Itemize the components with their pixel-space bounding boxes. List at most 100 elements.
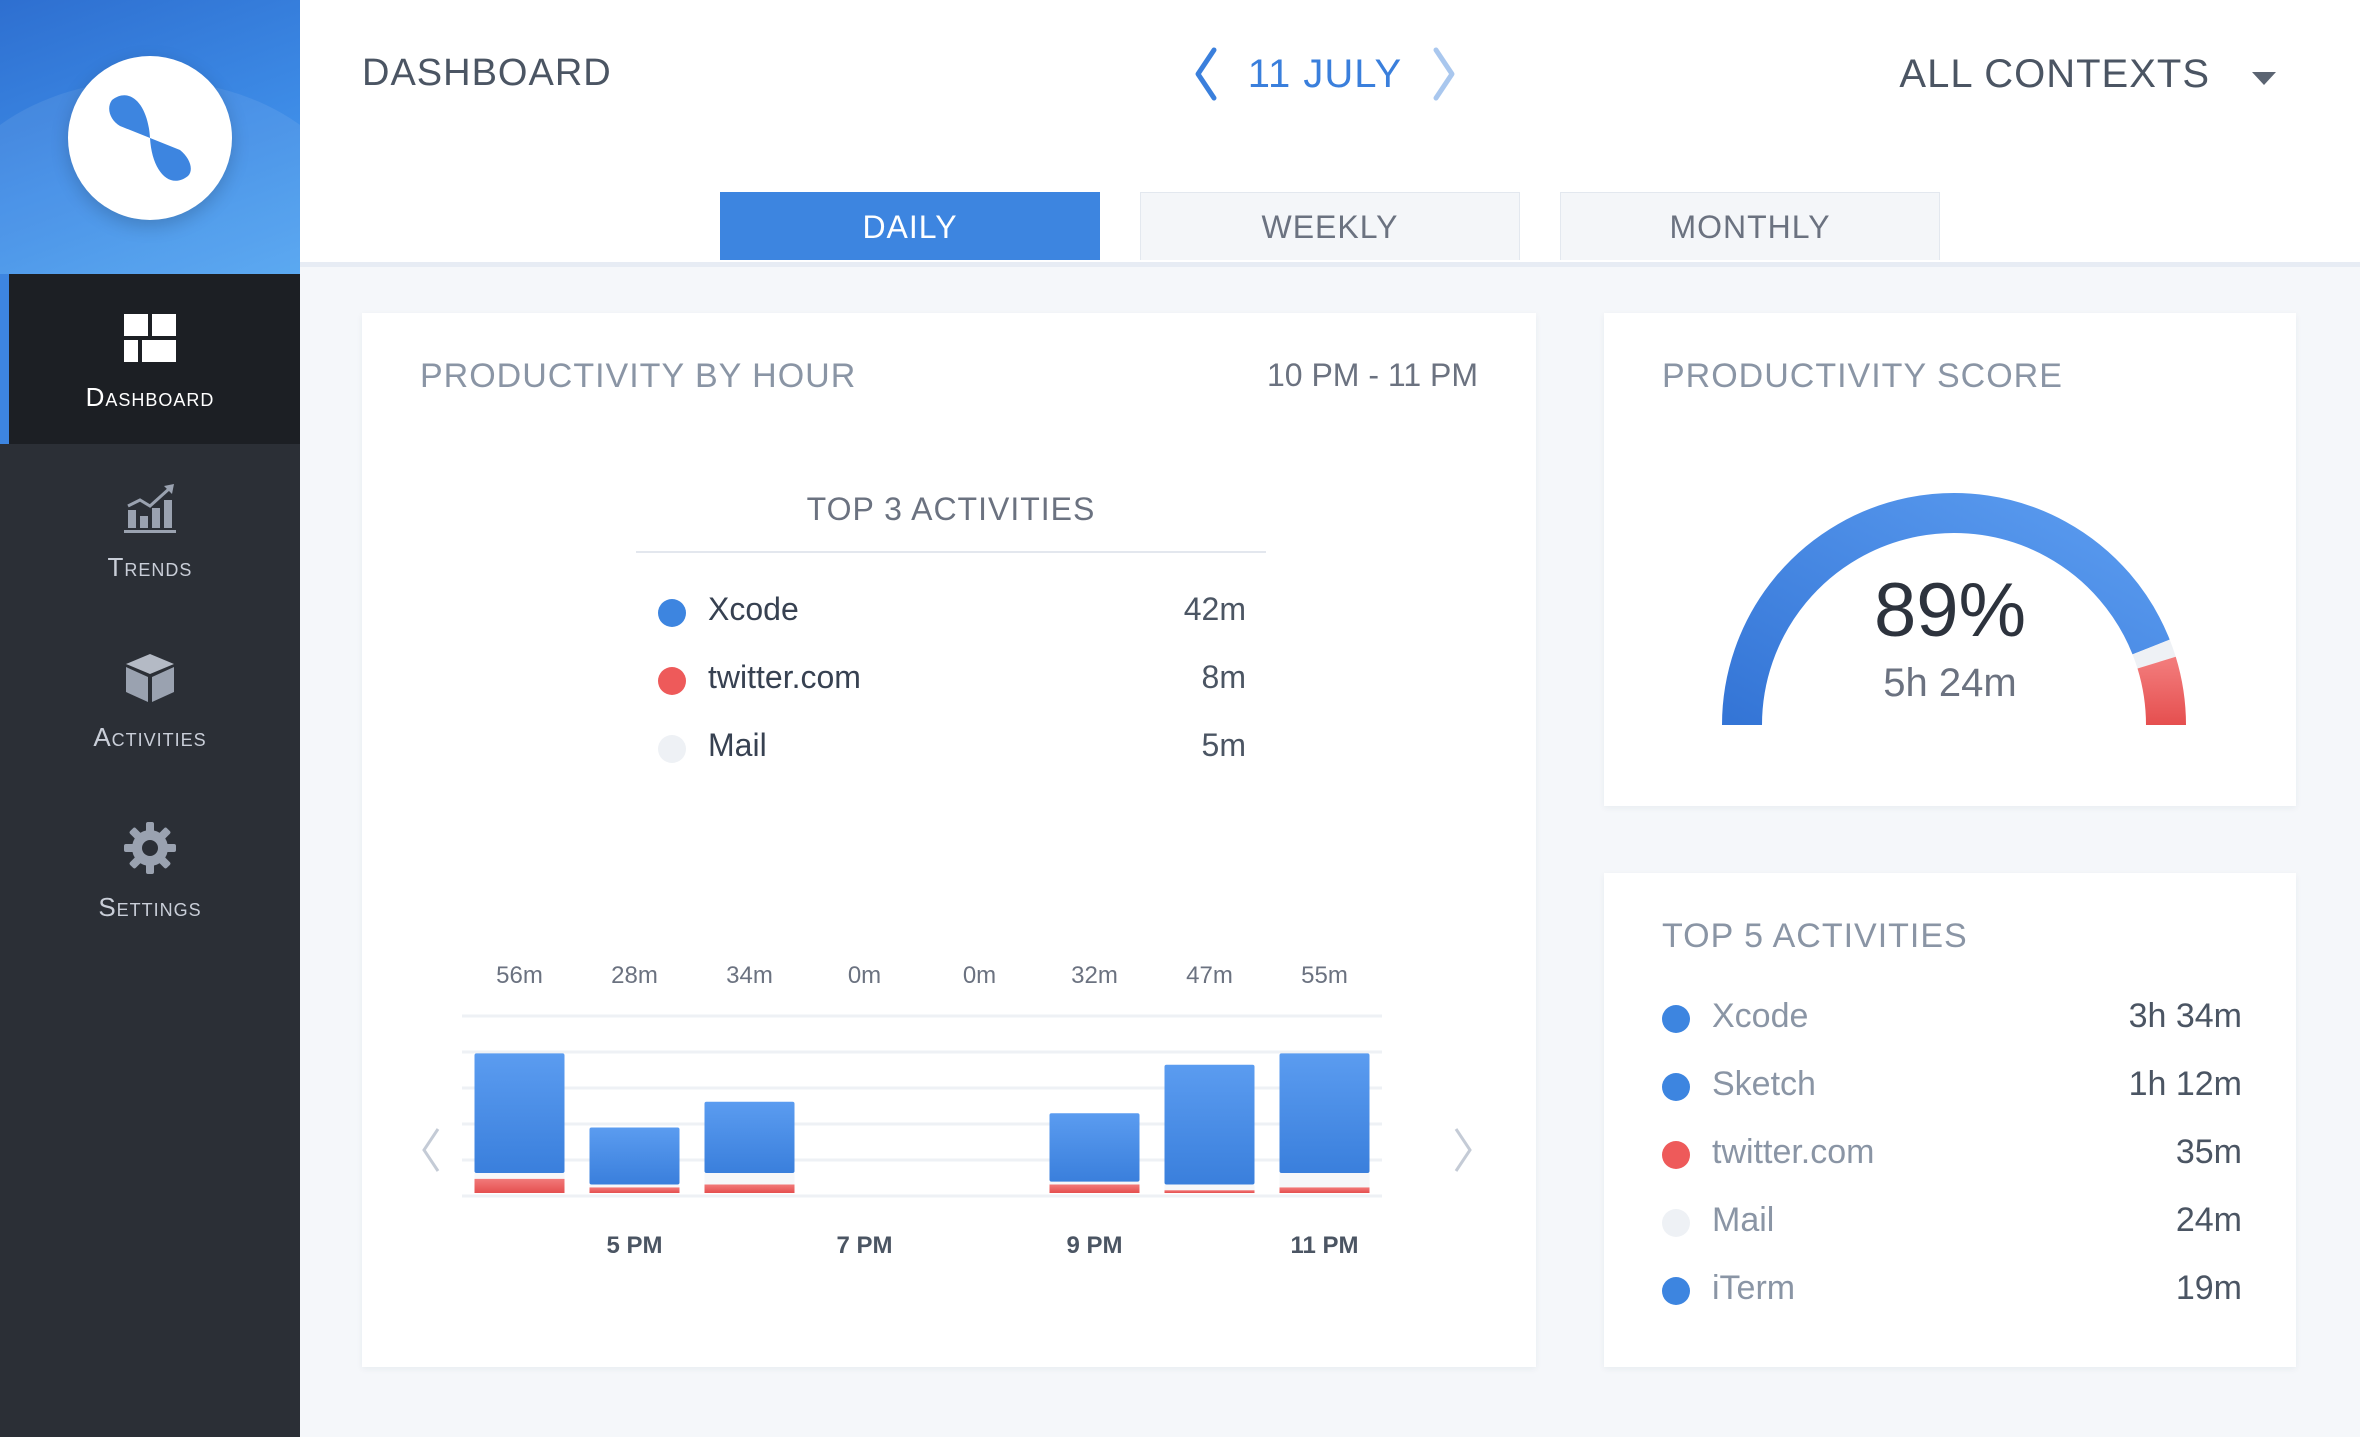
neutral-dot-icon	[1662, 1209, 1690, 1237]
bar-distracting	[1049, 1184, 1140, 1193]
activity-name: iTerm	[1712, 1269, 1796, 1307]
list-item: Mail 5m	[658, 727, 1246, 767]
productive-dot-icon	[658, 599, 686, 627]
bar-neutral	[1164, 1184, 1255, 1191]
productive-dot-icon	[1662, 1073, 1690, 1101]
activity-name: Mail	[708, 727, 767, 763]
card-title: PRODUCTIVITY SCORE	[1662, 357, 2063, 395]
page-title: DASHBOARD	[362, 52, 612, 94]
tab-daily[interactable]: DAILY	[720, 192, 1100, 260]
activity-time: 8m	[1201, 659, 1246, 695]
gauge-productive-arc	[1722, 493, 2170, 726]
card-title: PRODUCTIVITY BY HOUR	[420, 357, 857, 395]
activity-name: Xcode	[708, 591, 799, 627]
top5-activities-card: TOP 5 ACTIVITIES Xcode 3h 34m Sketch 1h …	[1604, 873, 2296, 1367]
bar-value-label: 47m	[1186, 962, 1233, 989]
tab-weekly[interactable]: WEEKLY	[1140, 192, 1520, 260]
hour-bar-chart: 56m 28m 5 PM 34m 0m 7 PM 0m 32m 9 PM 47m 55m 11 PM	[462, 962, 1382, 1259]
productivity-score-card: PRODUCTIVITY SCORE 89% 5h 24m	[1604, 313, 2296, 806]
list-item: twitter.com 8m	[658, 659, 1246, 699]
activity-name: Xcode	[1712, 997, 1809, 1035]
list-item: Sketch 1h 12m	[1662, 1065, 2242, 1107]
bar-value-label: 0m	[848, 962, 881, 989]
activity-name: Sketch	[1712, 1065, 1816, 1103]
productivity-by-hour-card: PRODUCTIVITY BY HOUR 10 PM - 11 PM TOP 3…	[362, 313, 1536, 1367]
bar-value-label: 55m	[1301, 962, 1348, 989]
bar-neutral	[1049, 1181, 1140, 1185]
bar-productive	[704, 1101, 795, 1174]
header: DASHBOARD 11 JULY ALL CONTEXTS DAILY WEE…	[300, 0, 2360, 267]
chart-next-icon[interactable]	[1452, 1125, 1476, 1175]
date-label: 11 JULY	[1247, 52, 1403, 96]
logo-area	[0, 0, 300, 274]
sidebar-item-trends[interactable]: Trends	[0, 444, 300, 614]
top3-title: TOP 3 ACTIVITIES	[806, 491, 1096, 527]
x-tick-label: 11 PM	[1290, 1232, 1358, 1259]
bar-distracting	[1279, 1187, 1370, 1193]
bar-value-label: 56m	[496, 962, 543, 989]
bar-distracting	[1164, 1190, 1255, 1193]
sidebar-item-activities[interactable]: Activities	[0, 614, 300, 784]
activity-time: 35m	[2175, 1133, 2242, 1171]
score-time: 5h 24m	[1883, 661, 2017, 705]
activity-time: 3h 34m	[2128, 997, 2242, 1035]
chevron-right-icon[interactable]	[1430, 44, 1460, 104]
score-percent: 89%	[1873, 568, 2027, 653]
bar-neutral	[1279, 1173, 1370, 1188]
bar-neutral	[474, 1173, 565, 1179]
activity-time: 19m	[2175, 1269, 2242, 1307]
bar-productive	[589, 1127, 680, 1185]
productive-dot-icon	[1662, 1277, 1690, 1305]
sidebar: Dashboard Trends Activities	[0, 0, 300, 1437]
gauge-neutral-arc	[2132, 639, 2176, 669]
activity-name: twitter.com	[1712, 1133, 1875, 1171]
activity-name: twitter.com	[708, 659, 861, 695]
bar-productive	[1049, 1113, 1140, 1182]
bar-value-label: 28m	[611, 962, 658, 989]
activity-time: 5m	[1201, 727, 1246, 763]
list-item: iTerm 19m	[1662, 1269, 2242, 1311]
hourglass-logo-icon	[109, 95, 191, 181]
bar-productive	[474, 1053, 565, 1174]
bar-value-label: 0m	[963, 962, 996, 989]
distracting-dot-icon	[658, 667, 686, 695]
activities-icon	[126, 654, 174, 702]
trends-icon	[124, 484, 176, 533]
bar-distracting	[589, 1187, 680, 1193]
chart-prev-icon[interactable]	[418, 1125, 442, 1175]
bar-neutral	[704, 1173, 795, 1185]
distracting-dot-icon	[1662, 1141, 1690, 1169]
time-range: 10 PM - 11 PM	[1266, 357, 1478, 393]
app-logo[interactable]	[68, 56, 232, 220]
x-tick-label: 7 PM	[836, 1232, 892, 1259]
divider	[636, 551, 1266, 553]
list-item: Mail 24m	[1662, 1201, 2242, 1243]
dashboard-icon	[124, 314, 176, 362]
x-tick-label: 9 PM	[1066, 1232, 1122, 1259]
score-gauge	[1722, 493, 2186, 726]
activity-time: 1h 12m	[2128, 1065, 2242, 1103]
sidebar-item-settings[interactable]: Settings	[0, 784, 300, 954]
tab-monthly[interactable]: MONTHLY	[1560, 192, 1940, 260]
bar-distracting	[474, 1178, 565, 1193]
sidebar-item-label: Settings	[98, 892, 202, 922]
neutral-dot-icon	[658, 735, 686, 763]
context-dropdown[interactable]: ALL CONTEXTS	[1899, 52, 2210, 96]
activity-time: 24m	[2175, 1201, 2242, 1239]
gauge-distracting-arc	[2137, 656, 2186, 726]
bar-productive	[1164, 1064, 1255, 1185]
activity-time: 42m	[1183, 591, 1246, 627]
bar-value-label: 34m	[726, 962, 773, 989]
x-tick-label: 5 PM	[606, 1232, 662, 1259]
card-title: TOP 5 ACTIVITIES	[1662, 917, 1968, 955]
sidebar-item-dashboard[interactable]: Dashboard	[0, 274, 300, 444]
activity-name: Mail	[1712, 1201, 1775, 1239]
gear-icon	[124, 822, 176, 874]
chevron-left-icon[interactable]	[1190, 44, 1220, 104]
bar-value-label: 32m	[1071, 962, 1118, 989]
list-item: Xcode 42m	[658, 591, 1246, 631]
bar-distracting	[704, 1184, 795, 1193]
caret-down-icon[interactable]	[2252, 72, 2276, 85]
sidebar-item-label: Activities	[93, 722, 207, 752]
list-item: Xcode 3h 34m	[1662, 997, 2242, 1039]
